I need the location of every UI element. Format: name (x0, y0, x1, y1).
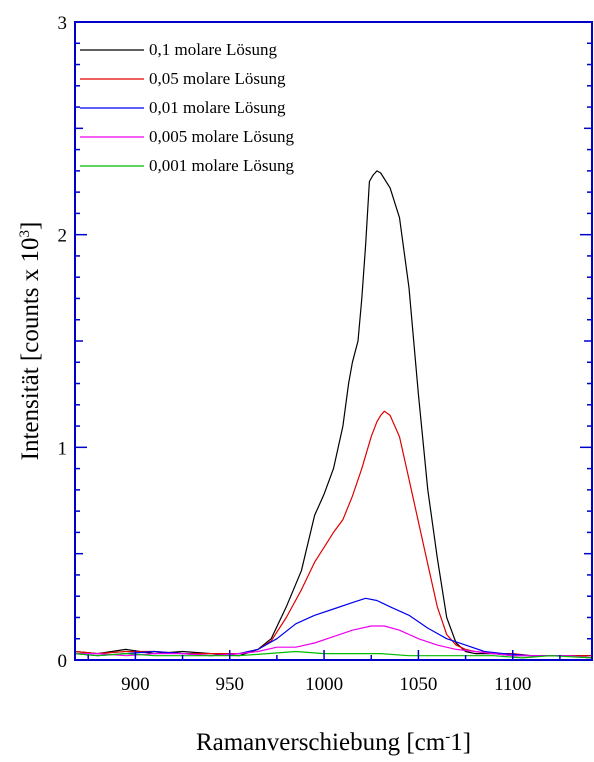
legend-label: 0,1 molare Lösung (149, 40, 277, 59)
x-tick-label: 1000 (305, 674, 343, 695)
legend-label: 0,001 molare Lösung (149, 156, 294, 175)
y-tick-label: 2 (58, 226, 68, 247)
x-tick-label: 950 (215, 674, 244, 695)
legend: 0,1 molare Lösung 0,05 molare Lösung 0,01 … (80, 40, 294, 175)
series-line-2 (74, 410, 592, 657)
x-axis-title: Ramanverschiebung [cm-1] (196, 729, 471, 756)
legend-label: 0,005 molare Lösung (149, 127, 294, 146)
series-line-1 (74, 170, 592, 657)
series-line-4 (75, 625, 593, 659)
plot-frame (74, 21, 593, 661)
y-tick-label: 1 (58, 438, 68, 459)
x-tick-label: 1100 (494, 674, 531, 695)
legend-label: 0,01 molare Lösung (149, 98, 286, 117)
y-tick-label: 0 (58, 651, 68, 672)
legend-label: 0,05 molare Lösung (149, 69, 286, 88)
y-axis-title: Intensität [counts x 103] (17, 222, 44, 461)
tick-layer: 900 950 1000 1050 1100 0 1 2 3 (58, 13, 592, 695)
series-layer (74, 170, 593, 659)
x-tick-label: 900 (121, 674, 150, 695)
series-line-3 (74, 597, 593, 659)
y-tick-label: 3 (58, 13, 68, 34)
x-tick-label: 1050 (399, 674, 437, 695)
